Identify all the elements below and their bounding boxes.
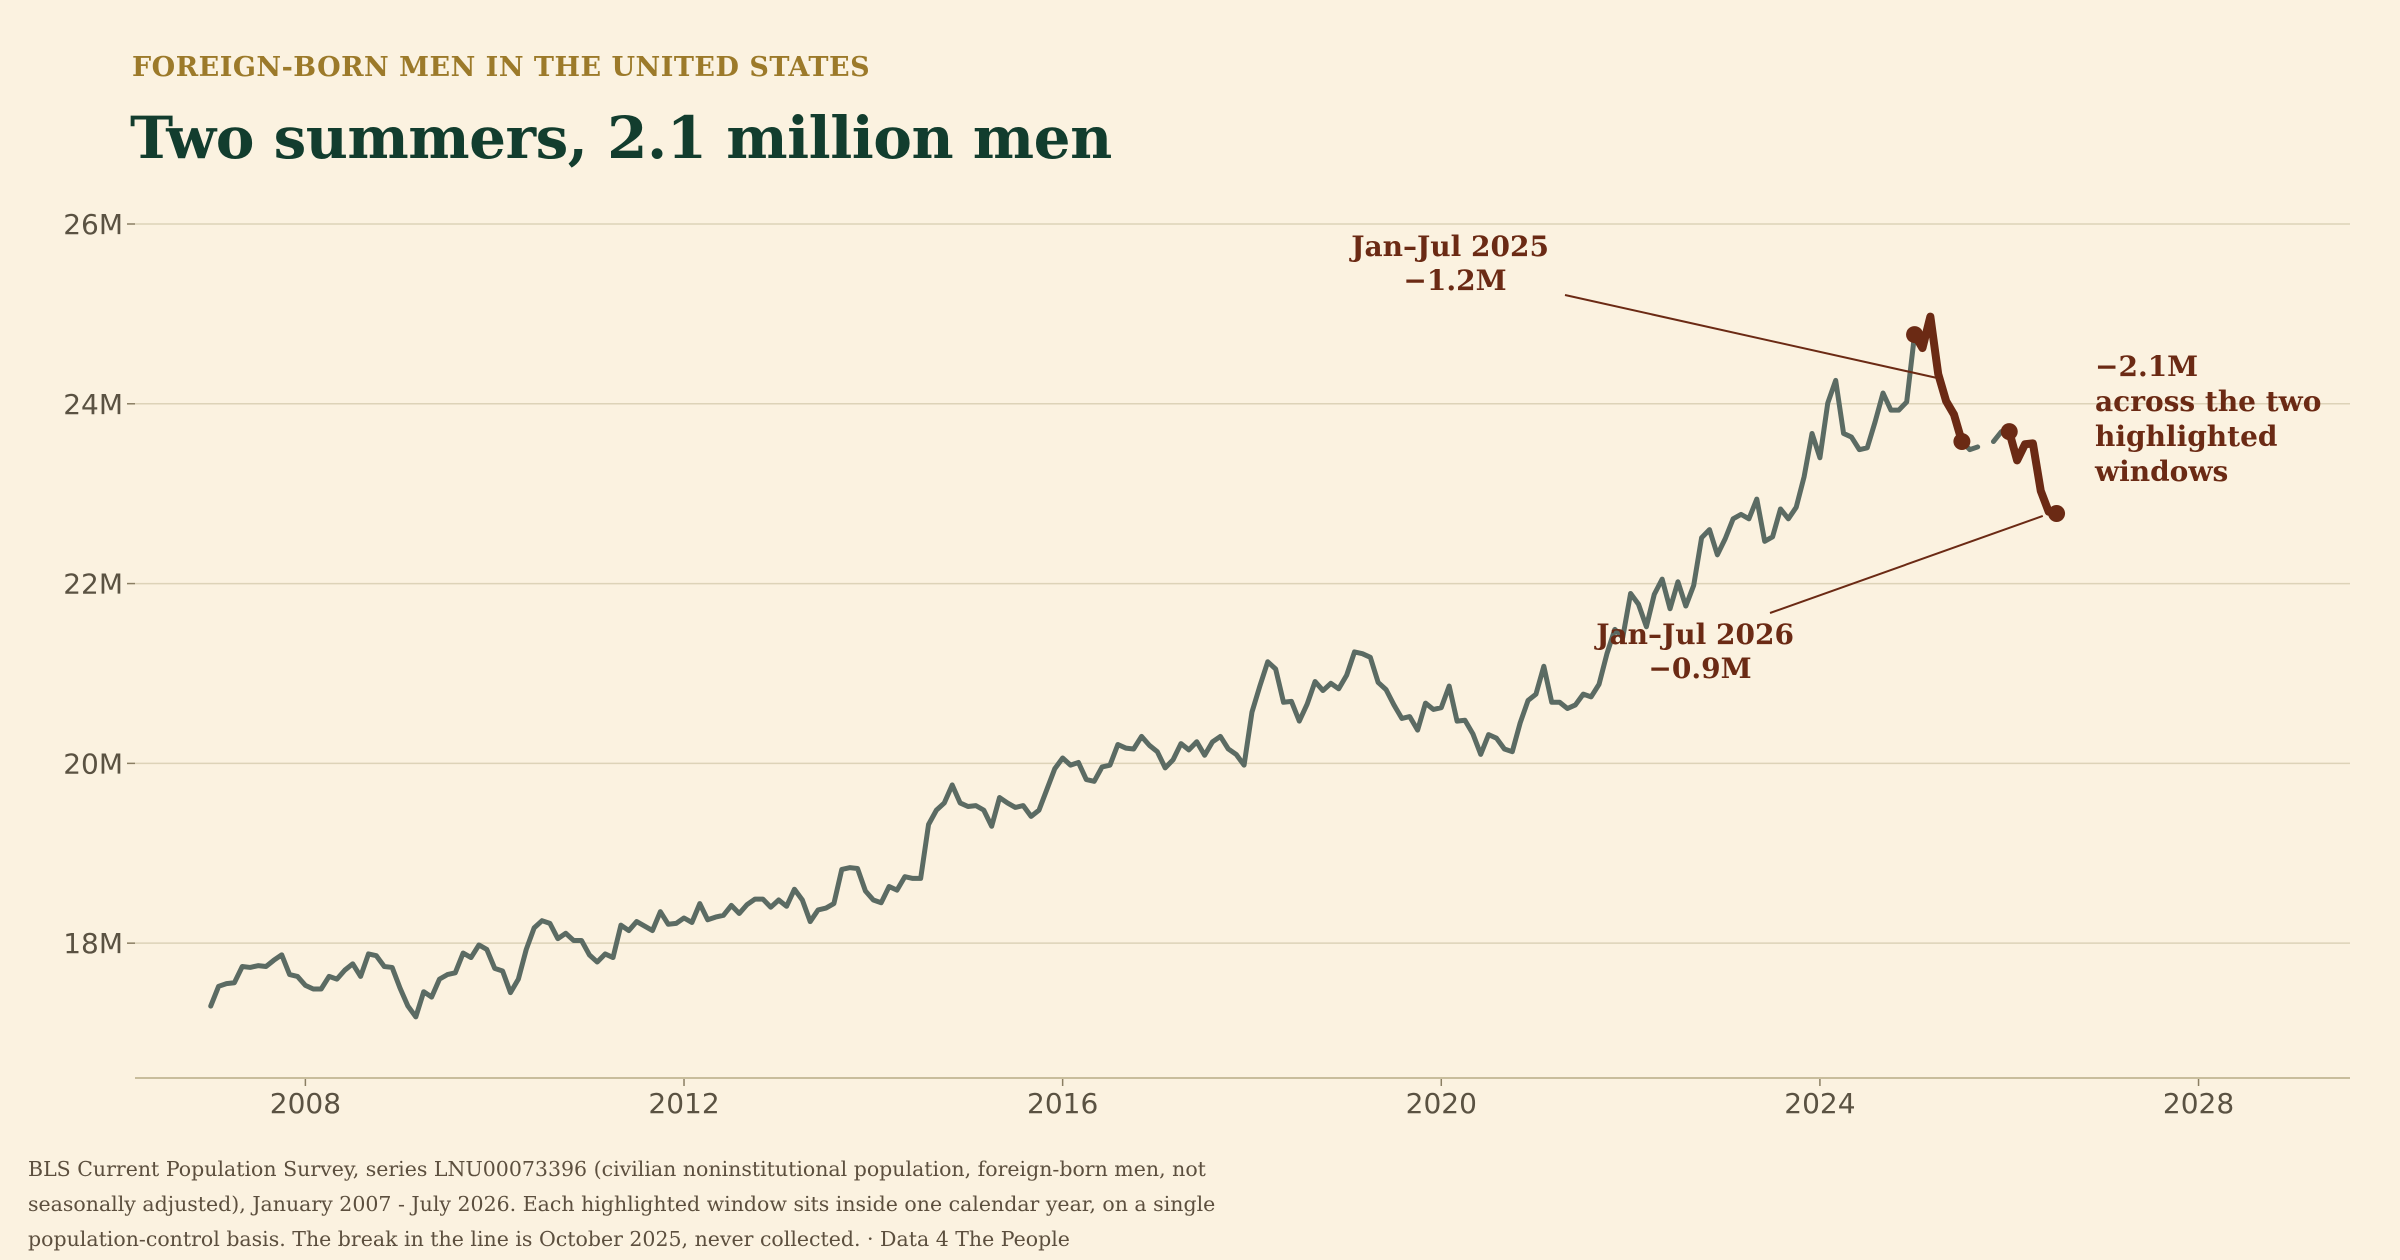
- annotation-2025: Jan–Jul 2025 −1.2M: [1348, 230, 1558, 297]
- y-tick-label: 20M: [63, 747, 123, 780]
- annotation-2026-label: Jan–Jul 2026: [1593, 618, 1794, 651]
- x-tick-label: 2016: [1027, 1087, 1098, 1120]
- annotation-total-line-2: across the two: [2095, 385, 2321, 418]
- highlight-start-dot: [1906, 326, 1924, 344]
- annotation-leader-2026: [1769, 515, 2044, 614]
- x-tick-label: 2008: [270, 1087, 341, 1120]
- annotation-total: −2.1M across the two highlighted windows: [2094, 350, 2331, 488]
- x-tick-label: 2028: [2163, 1087, 2234, 1120]
- highlight-end-dot: [1953, 433, 1971, 451]
- x-tick-label: 2020: [1406, 1087, 1477, 1120]
- y-axis-ticks: 18M 20M 22M 24M 26M: [63, 208, 135, 960]
- y-tick-label: 22M: [63, 568, 123, 601]
- annotation-2025-change: −1.2M: [1403, 264, 1506, 297]
- highlight-windows: [1906, 312, 2066, 522]
- x-tick-label: 2012: [648, 1087, 719, 1120]
- series-line-segment: [208, 314, 1981, 1020]
- y-tick-label: 18M: [63, 927, 123, 960]
- highlight-line-0: [1910, 312, 1966, 446]
- grid-lines: [135, 223, 2350, 944]
- annotation-total-line-3: highlighted: [2095, 420, 2277, 453]
- highlight-end-dot: [2048, 504, 2066, 522]
- source-note: BLS Current Population Survey, series LN…: [28, 1157, 1216, 1251]
- annotation-leader-2025: [1564, 294, 1943, 381]
- highlight-start-dot: [2000, 423, 2018, 441]
- annotation-total-line-1: −2.1M: [2095, 350, 2198, 383]
- x-tick-label: 2024: [1784, 1087, 1855, 1120]
- x-axis-ticks: 2008 2012 2016 2020 2024 2028: [270, 1078, 2234, 1120]
- annotation-total-line-4: windows: [2094, 455, 2228, 488]
- highlight-line-1: [2005, 427, 2061, 518]
- annotation-2026: Jan–Jul 2026 −0.9M: [1593, 618, 1803, 685]
- chart-kicker: FOREIGN-BORN MEN IN THE UNITED STATES: [132, 52, 871, 83]
- chart-title: Two summers, 2.1 million men: [130, 104, 1112, 172]
- annotations: Jan–Jul 2025 −1.2M Jan–Jul 2026 −0.9M −2…: [1348, 230, 2331, 685]
- annotation-2026-change: −0.9M: [1648, 652, 1751, 685]
- y-tick-label: 24M: [63, 388, 123, 421]
- series-line: [208, 314, 2060, 1020]
- annotation-2025-label: Jan–Jul 2025: [1348, 230, 1549, 263]
- y-tick-label: 26M: [63, 208, 123, 241]
